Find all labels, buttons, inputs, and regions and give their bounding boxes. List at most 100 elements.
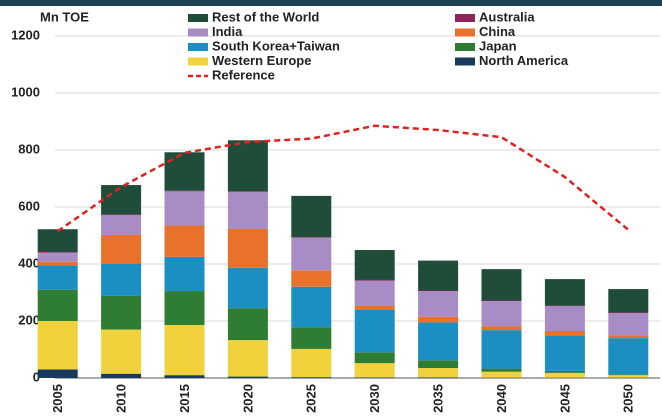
legend-label: Reference	[212, 67, 275, 82]
bar-segment	[227, 228, 268, 268]
bar-segment	[227, 191, 268, 192]
bar-segment	[354, 377, 395, 378]
bar-segment	[101, 264, 142, 296]
y-tick-label: 0	[33, 369, 40, 384]
y-tick-label: 400	[18, 255, 40, 270]
bar-segment	[101, 185, 142, 215]
bar-segment	[164, 324, 205, 376]
bar-segment	[608, 313, 649, 336]
x-tick-label: 2050	[621, 384, 636, 413]
bar-segment	[37, 289, 78, 321]
bar-segment	[608, 312, 649, 314]
x-tick-label: 2040	[494, 384, 509, 413]
x-tick-label: 2005	[50, 384, 65, 413]
bar-segment	[291, 348, 332, 378]
bar-segment	[101, 373, 142, 378]
y-tick-label: 800	[18, 141, 40, 156]
bar-segment	[37, 369, 78, 378]
bar-segment	[37, 229, 78, 253]
legend-label: Rest of the World	[212, 9, 319, 24]
legend-swatch	[188, 28, 208, 37]
bar-segment	[544, 306, 585, 331]
legend-swatch	[188, 14, 208, 22]
legend-swatch	[455, 28, 475, 37]
bar-segment	[101, 214, 142, 235]
legend-label: South Korea+Taiwan	[212, 38, 340, 53]
bar-segment	[544, 330, 585, 336]
reference-line	[56, 124, 630, 233]
bar-segment	[354, 250, 395, 280]
bar-segment	[164, 190, 205, 192]
legend-label: Australia	[479, 9, 535, 24]
bar-segment	[101, 214, 142, 215]
bar-segment	[544, 372, 585, 378]
bar-segment	[37, 252, 78, 253]
bar-segment	[418, 260, 459, 291]
bar-segment	[354, 363, 395, 378]
bar-segment	[608, 375, 649, 378]
bar-segment	[291, 237, 332, 238]
legend-swatch	[188, 43, 208, 51]
bar-segment	[354, 305, 395, 310]
bar-segment	[481, 368, 522, 372]
bar-segment	[227, 308, 268, 341]
bar-segment	[481, 326, 522, 331]
x-tick-label: 2030	[367, 384, 382, 413]
legend-swatch	[455, 57, 475, 66]
bar-segment	[608, 374, 649, 376]
x-tick-label: 2025	[304, 384, 319, 413]
legend-label: Japan	[479, 38, 517, 53]
legend-swatch	[455, 43, 475, 51]
bar-segment	[481, 330, 522, 369]
bar-segment	[544, 370, 585, 373]
bar-segment	[418, 322, 459, 361]
bar-segment	[418, 368, 459, 378]
legend-label: Western Europe	[212, 53, 311, 68]
bar-segment	[354, 352, 395, 364]
bar-segment	[354, 309, 395, 353]
bar-segment	[291, 270, 332, 287]
bar-segment	[101, 234, 142, 264]
legend-label: India	[212, 24, 243, 39]
bar-segment	[481, 301, 522, 327]
bar-segment	[37, 321, 78, 370]
x-tick-label: 2020	[240, 384, 255, 413]
bar-segment	[164, 191, 205, 226]
bar-segment	[481, 300, 522, 302]
x-tick-label: 2035	[431, 384, 446, 413]
bar-segment	[37, 261, 78, 266]
legend-swatch	[188, 57, 208, 66]
bar-segment	[164, 256, 205, 292]
bar-segment	[227, 267, 268, 309]
bar-segment	[227, 376, 268, 378]
bar-segment	[164, 225, 205, 257]
legend-label: North America	[479, 53, 569, 68]
x-tick-label: 2015	[177, 384, 192, 413]
bar-segment	[291, 195, 332, 238]
y-tick-label: 600	[18, 198, 40, 213]
bar-segment	[291, 286, 332, 328]
x-tick-label: 2010	[114, 384, 129, 413]
bar-segment	[608, 338, 649, 375]
bar-segment	[481, 371, 522, 378]
bar-segment	[101, 295, 142, 330]
bar-segment	[101, 329, 142, 374]
bar-segment	[418, 316, 459, 323]
bar-segment	[291, 237, 332, 271]
y-tick-label: 1200	[11, 27, 40, 42]
x-tick-label: 2045	[557, 384, 572, 413]
legend-label: China	[479, 24, 516, 39]
bar-segment	[37, 252, 78, 262]
bar-segment	[544, 279, 585, 306]
bar-segment	[481, 269, 522, 301]
bar-segment	[291, 327, 332, 349]
y-tick-label: 200	[18, 312, 40, 327]
bar-segment	[418, 377, 459, 378]
bar-segment	[418, 360, 459, 369]
header-band	[0, 0, 662, 6]
y-tick-label: 1000	[11, 84, 40, 99]
bar-segment	[418, 290, 459, 292]
bar-segment	[164, 152, 205, 191]
bar-segment	[291, 377, 332, 378]
